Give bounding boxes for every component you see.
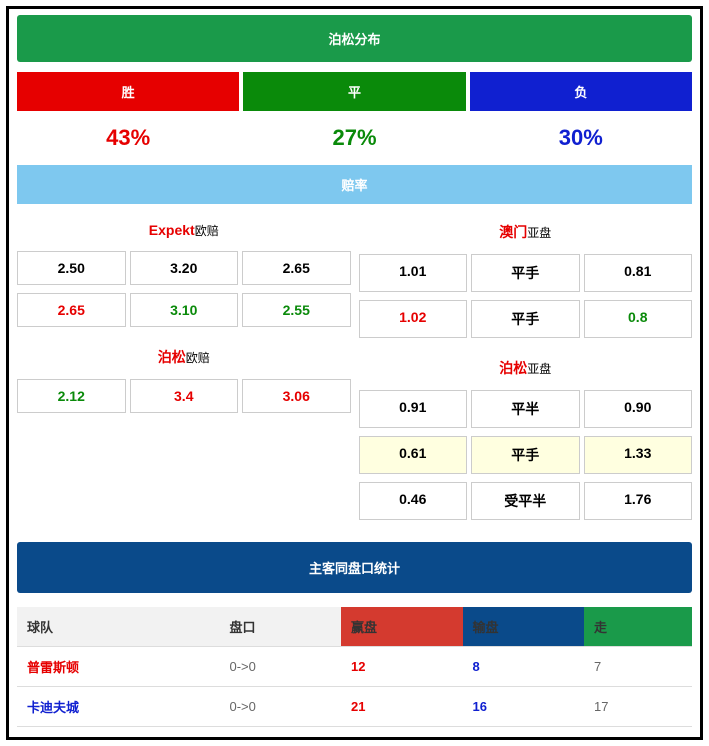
stats-table: 球队 盘口 赢盘 输盘 走 普雷斯顿0->01287卡迪夫城0->0211617 [17, 607, 692, 727]
odds-left-col: Expekt欧赔2.503.202.652.653.102.55泊松欧赔2.12… [17, 210, 351, 528]
odds-cell: 平半 [471, 390, 580, 428]
odds-header: 赔率 [17, 165, 692, 204]
cell-draw: 17 [584, 687, 692, 727]
provider-title: 澳门亚盘 [359, 210, 693, 254]
th-handicap: 盘口 [220, 607, 342, 647]
wdl-header-row: 胜 平 负 [17, 72, 692, 111]
odds-cell: 2.12 [17, 379, 126, 413]
odds-row: 1.02平手0.8 [359, 300, 693, 338]
odds-cell: 0.91 [359, 390, 468, 428]
odds-cell: 3.20 [130, 251, 239, 285]
odds-cell: 3.10 [130, 293, 239, 327]
odds-cell: 2.50 [17, 251, 126, 285]
odds-row: 2.653.102.55 [17, 293, 351, 327]
odds-cell: 2.65 [17, 293, 126, 327]
odds-cell: 3.4 [130, 379, 239, 413]
poisson-header: 泊松分布 [17, 15, 692, 62]
th-team: 球队 [17, 607, 220, 647]
wdl-win-pct: 43% [17, 111, 239, 165]
odds-cell: 1.76 [584, 482, 693, 520]
wdl-lose-header: 负 [470, 72, 692, 111]
odds-cell: 0.90 [584, 390, 693, 428]
cell-win: 12 [341, 647, 463, 687]
cell-win: 21 [341, 687, 463, 727]
odds-cell: 2.55 [242, 293, 351, 327]
odds-cell: 1.02 [359, 300, 468, 338]
odds-cell: 1.33 [584, 436, 693, 474]
th-draw: 走 [584, 607, 692, 647]
provider-title: 泊松欧赔 [17, 335, 351, 379]
main-frame: 泊松分布 胜 平 负 43% 27% 30% 赔率 Expekt欧赔2.503.… [6, 6, 703, 740]
odds-cell: 0.61 [359, 436, 468, 474]
odds-cell: 平手 [471, 300, 580, 338]
odds-cell: 0.46 [359, 482, 468, 520]
odds-cell: 受平半 [471, 482, 580, 520]
odds-cell: 0.81 [584, 254, 693, 292]
table-row: 卡迪夫城0->0211617 [17, 687, 692, 727]
th-win: 赢盘 [341, 607, 463, 647]
odds-row: 1.01平手0.81 [359, 254, 693, 292]
cell-lose: 8 [463, 647, 585, 687]
th-lose: 输盘 [463, 607, 585, 647]
odds-row: 2.123.43.06 [17, 379, 351, 413]
odds-row: 0.91平半0.90 [359, 390, 693, 428]
wdl-lose-pct: 30% [470, 111, 692, 165]
cell-draw: 7 [584, 647, 692, 687]
wdl-win-header: 胜 [17, 72, 239, 111]
provider-title: 泊松亚盘 [359, 346, 693, 390]
wdl-draw-pct: 27% [243, 111, 465, 165]
odds-cell: 0.8 [584, 300, 693, 338]
odds-cell: 2.65 [242, 251, 351, 285]
cell-handicap: 0->0 [220, 687, 342, 727]
stats-header: 主客同盘口统计 [17, 542, 692, 593]
stats-header-row: 球队 盘口 赢盘 输盘 走 [17, 607, 692, 647]
odds-right-col: 澳门亚盘1.01平手0.811.02平手0.8泊松亚盘0.91平半0.900.6… [359, 210, 693, 528]
cell-handicap: 0->0 [220, 647, 342, 687]
odds-cell: 平手 [471, 254, 580, 292]
odds-cell: 3.06 [242, 379, 351, 413]
cell-lose: 16 [463, 687, 585, 727]
table-row: 普雷斯顿0->01287 [17, 647, 692, 687]
wdl-pct-row: 43% 27% 30% [17, 111, 692, 165]
odds-cell: 1.01 [359, 254, 468, 292]
provider-title: Expekt欧赔 [17, 210, 351, 251]
cell-team: 普雷斯顿 [17, 647, 220, 687]
wdl-draw-header: 平 [243, 72, 465, 111]
odds-row: 0.61平手1.33 [359, 436, 693, 474]
odds-row: 0.46受平半1.76 [359, 482, 693, 520]
odds-row: 2.503.202.65 [17, 251, 351, 285]
odds-cell: 平手 [471, 436, 580, 474]
cell-team: 卡迪夫城 [17, 687, 220, 727]
odds-two-col: Expekt欧赔2.503.202.652.653.102.55泊松欧赔2.12… [17, 210, 692, 528]
